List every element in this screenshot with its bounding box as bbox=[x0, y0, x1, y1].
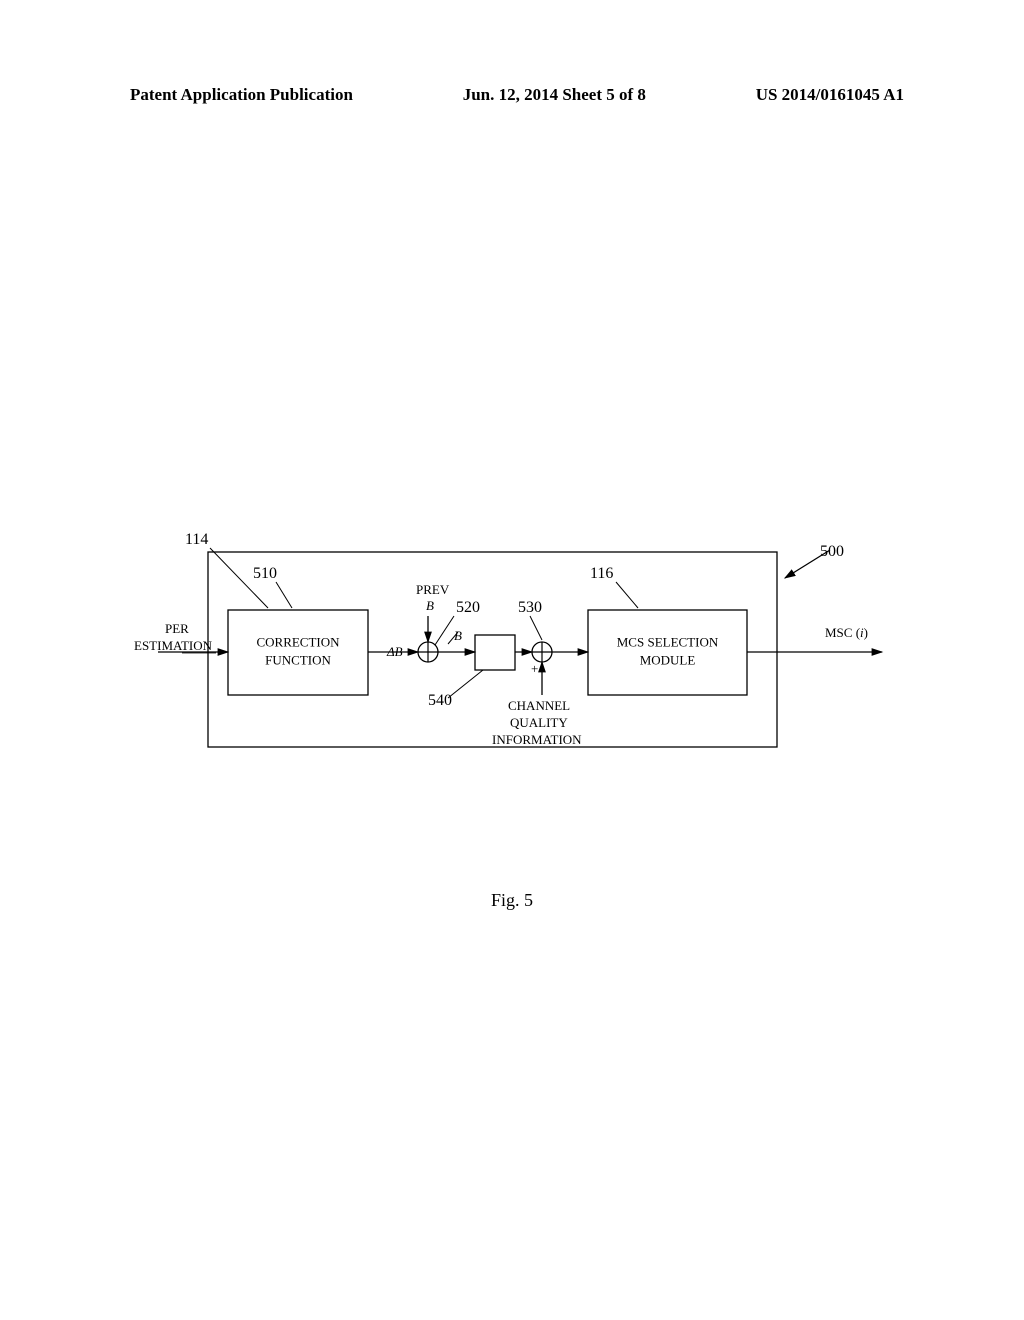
header-middle: Jun. 12, 2014 Sheet 5 of 8 bbox=[463, 85, 646, 105]
svg-text:500: 500 bbox=[820, 543, 844, 560]
svg-text:INFORMATION: INFORMATION bbox=[492, 732, 582, 747]
svg-text:ΔB: ΔB bbox=[386, 644, 403, 659]
svg-text:MODULE: MODULE bbox=[640, 653, 696, 668]
svg-text:510: 510 bbox=[253, 565, 277, 582]
svg-text:116: 116 bbox=[590, 565, 613, 582]
svg-text:530: 530 bbox=[518, 599, 542, 616]
svg-text:PER: PER bbox=[165, 621, 189, 636]
block-diagram: CORRECTION FUNCTION MCS SELECTION MODULE 114… bbox=[130, 530, 910, 790]
svg-text:CHANNEL: CHANNEL bbox=[508, 698, 570, 713]
svg-text:MSC (i): MSC (i) bbox=[825, 625, 868, 640]
header-right: US 2014/0161045 A1 bbox=[756, 85, 904, 105]
svg-text:B: B bbox=[454, 628, 462, 643]
svg-text:520: 520 bbox=[456, 599, 480, 616]
header-left: Patent Application Publication bbox=[130, 85, 353, 105]
svg-text:B: B bbox=[426, 598, 434, 613]
svg-text:QUALITY: QUALITY bbox=[510, 715, 568, 730]
svg-text:FUNCTION: FUNCTION bbox=[265, 653, 331, 668]
svg-text:ESTIMATION: ESTIMATION bbox=[134, 638, 213, 653]
svg-text:MCS SELECTION: MCS SELECTION bbox=[617, 635, 719, 650]
figure-caption: Fig. 5 bbox=[0, 890, 1024, 911]
svg-text:540: 540 bbox=[428, 692, 452, 709]
svg-text:+: + bbox=[531, 661, 538, 676]
svg-text:114: 114 bbox=[185, 531, 208, 548]
page-header: Patent Application Publication Jun. 12, … bbox=[0, 85, 1024, 105]
svg-text:CORRECTION: CORRECTION bbox=[256, 635, 340, 650]
svg-text:PREV: PREV bbox=[416, 582, 450, 597]
